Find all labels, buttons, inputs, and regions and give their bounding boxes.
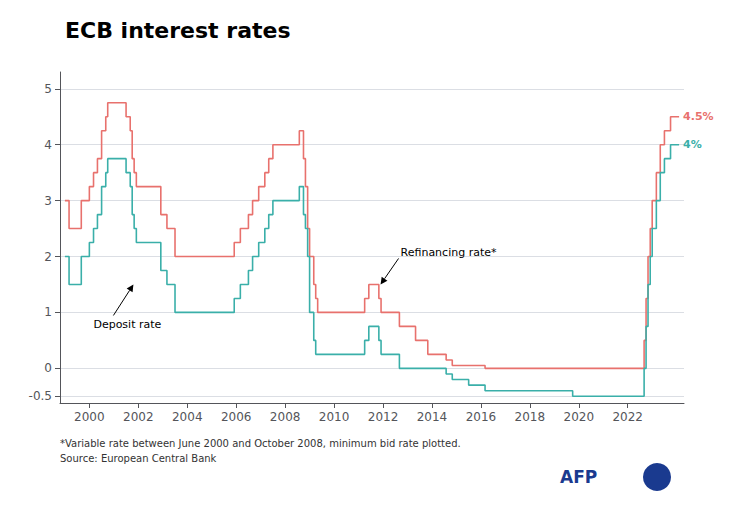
- svg-text:2004: 2004: [172, 410, 203, 424]
- svg-text:0: 0: [44, 361, 52, 375]
- svg-text:3: 3: [44, 194, 52, 208]
- svg-text:2022: 2022: [612, 410, 643, 424]
- svg-text:2020: 2020: [564, 410, 595, 424]
- svg-text:Deposit rate: Deposit rate: [93, 318, 161, 331]
- svg-text:2002: 2002: [123, 410, 154, 424]
- svg-text:2018: 2018: [515, 410, 546, 424]
- svg-text:2012: 2012: [368, 410, 399, 424]
- svg-text:2014: 2014: [417, 410, 448, 424]
- svg-text:1: 1: [44, 305, 52, 319]
- svg-text:Source: European Central Bank: Source: European Central Bank: [60, 453, 217, 464]
- svg-text:*Variable rate between June 20: *Variable rate between June 2000 and Oct…: [60, 438, 461, 449]
- svg-text:2010: 2010: [319, 410, 350, 424]
- svg-text:5: 5: [44, 82, 52, 96]
- svg-text:2: 2: [44, 250, 52, 264]
- svg-text:4: 4: [44, 138, 52, 152]
- svg-text:2000: 2000: [74, 410, 105, 424]
- svg-text:2016: 2016: [466, 410, 497, 424]
- svg-text:ECB interest rates: ECB interest rates: [65, 18, 291, 43]
- svg-text:-0.5: -0.5: [29, 389, 52, 403]
- svg-text:2008: 2008: [270, 410, 301, 424]
- svg-text:Refinancing rate*: Refinancing rate*: [401, 246, 497, 259]
- svg-text:4.5%: 4.5%: [683, 110, 714, 123]
- svg-text:AFP: AFP: [560, 467, 597, 487]
- svg-text:2006: 2006: [221, 410, 252, 424]
- svg-text:4%: 4%: [683, 138, 702, 151]
